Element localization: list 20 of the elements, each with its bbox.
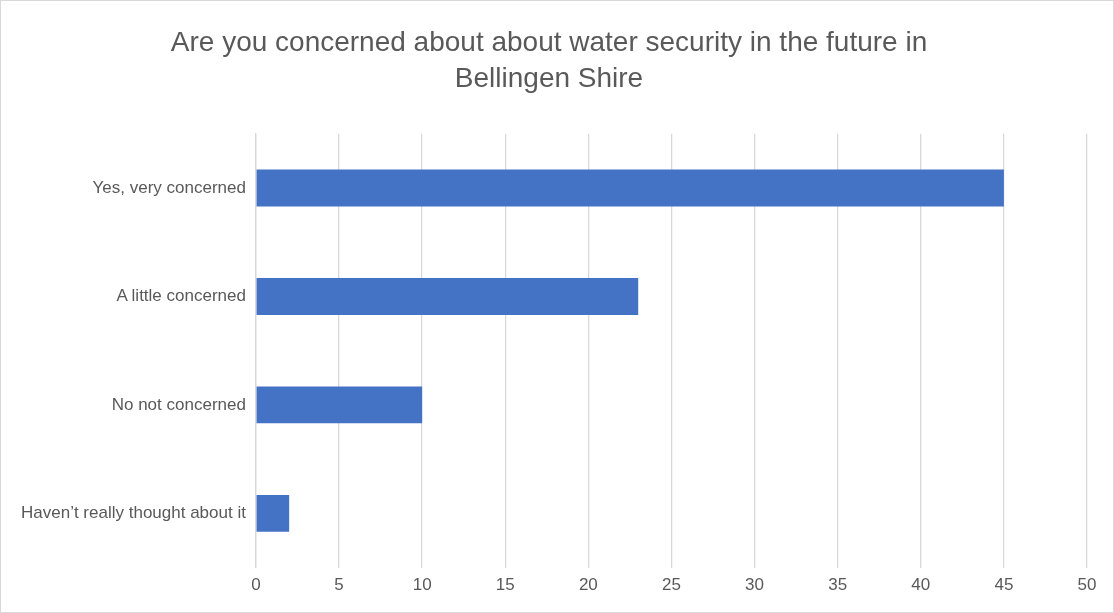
x-tick-label: 15	[495, 575, 515, 595]
y-tick-label: Haven’t really thought about it	[21, 503, 247, 523]
bar	[256, 494, 290, 532]
bar	[256, 386, 423, 424]
bar	[256, 169, 1004, 207]
x-tick-label: 10	[412, 575, 432, 595]
bar	[256, 278, 639, 315]
y-tick-label: No not concerned	[111, 394, 246, 414]
x-tick-label: 35	[828, 575, 848, 595]
x-tick-label: 45	[994, 575, 1014, 595]
x-tick-label: 40	[911, 575, 931, 595]
x-tick-label: 5	[334, 575, 344, 595]
chart-title: Are you concerned about about water security in the future in Bellingen Shire	[170, 25, 928, 94]
x-tick-label: 0	[251, 575, 261, 595]
x-tick-label: 25	[662, 575, 681, 595]
x-tick-label: 30	[745, 575, 765, 595]
x-tick-label: 20	[578, 575, 598, 595]
y-tick-label: A little concerned	[116, 286, 246, 306]
x-tick-label: 50	[1077, 575, 1097, 595]
y-tick-label: Yes, very concerned	[92, 177, 246, 197]
